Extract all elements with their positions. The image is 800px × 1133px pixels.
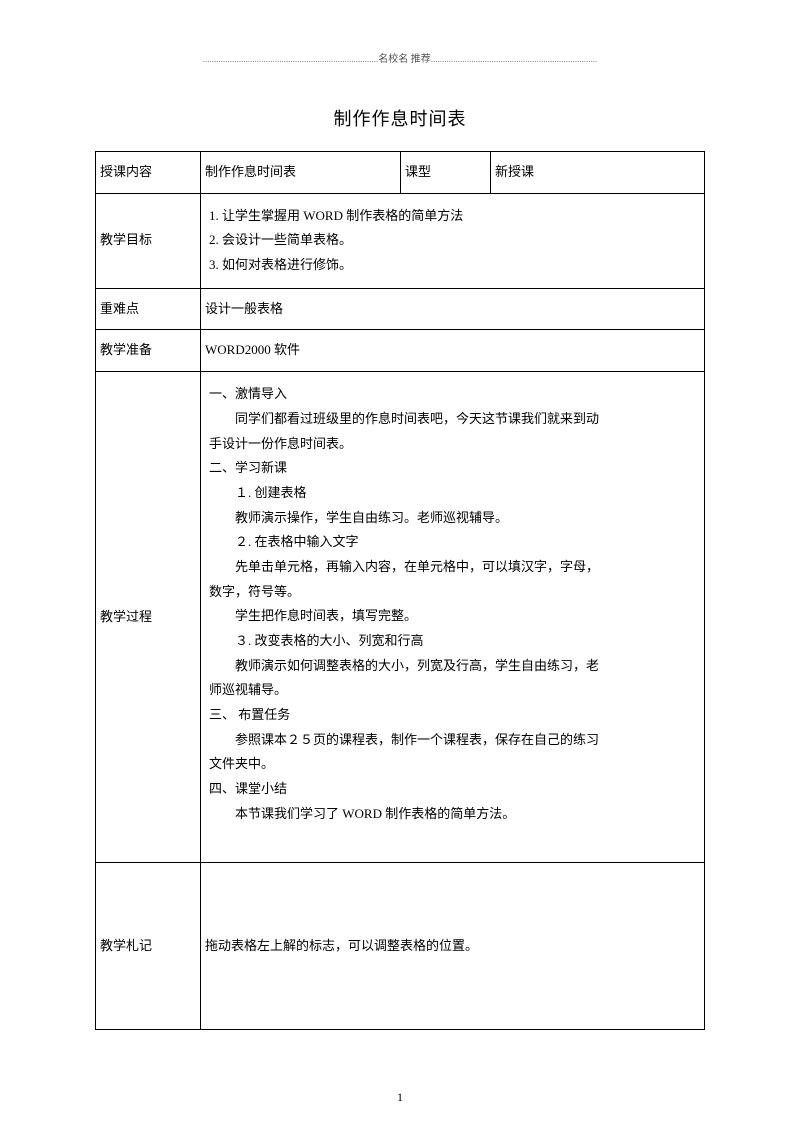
cell-label: 教学目标 [96,193,201,288]
goal-line: 3. 如何对表格进行修饰。 [209,253,696,278]
table-row: 教学札记 拖动表格左上解的标志，可以调整表格的位置。 [96,863,705,1030]
cell-value: WORD2000 软件 [201,330,705,372]
header-dots-right: ........................................… [431,54,598,64]
process-line: 四、课堂小结 [209,777,696,802]
lesson-plan-table: 授课内容 制作作息时间表 课型 新授课 教学目标 1. 让学生掌握用 WORD … [95,151,705,1030]
table-row: 教学准备 WORD2000 软件 [96,330,705,372]
goal-line: 2. 会设计一些简单表格。 [209,228,696,253]
goal-line: 1. 让学生掌握用 WORD 制作表格的简单方法 [209,204,696,229]
header-dots-left: ........................................… [203,54,379,64]
table-row: 教学过程 一、激情导入 同学们都看过班级里的作息时间表吧，今天这节课我们就来到动… [96,372,705,863]
table-row: 重难点 设计一般表格 [96,288,705,330]
header-line: ........................................… [95,50,705,65]
process-line: ３. 改变表格的大小、列宽和行高 [209,629,696,654]
process-line: 参照课本２５页的课程表，制作一个课程表，保存在自己的练习 [209,728,696,753]
page: ........................................… [0,0,800,1133]
cell-value: 新授课 [491,152,705,194]
process-line: 先单击单元格，再输入内容，在单元格中，可以填汉字，字母， [209,555,696,580]
process-line: 数字，符号等。 [209,580,696,605]
header-text: 名校名 推荐 [378,54,431,65]
cell-process: 一、激情导入 同学们都看过班级里的作息时间表吧，今天这节课我们就来到动 手设计一… [201,372,705,863]
cell-value: 设计一般表格 [201,288,705,330]
page-number: 1 [0,1090,800,1105]
process-line: ２. 在表格中输入文字 [209,530,696,555]
process-line: 本节课我们学习了 WORD 制作表格的简单方法。 [209,802,696,827]
process-line: 学生把作息时间表，填写完整。 [209,604,696,629]
table-row: 授课内容 制作作息时间表 课型 新授课 [96,152,705,194]
process-line: 文件夹中。 [209,752,696,777]
page-title: 制作作息时间表 [95,105,705,131]
cell-content: 1. 让学生掌握用 WORD 制作表格的简单方法 2. 会设计一些简单表格。 3… [201,193,705,288]
process-line: 教师演示操作，学生自由练习。老师巡视辅导。 [209,506,696,531]
process-line: 手设计一份作息时间表。 [209,432,696,457]
process-line: 师巡视辅导。 [209,678,696,703]
cell-label: 教学过程 [96,372,201,863]
cell-value: 制作作息时间表 [201,152,401,194]
process-line: 三、 布置任务 [209,703,696,728]
cell-label: 课型 [401,152,491,194]
process-line: 一、激情导入 [209,382,696,407]
cell-label: 授课内容 [96,152,201,194]
cell-label: 重难点 [96,288,201,330]
process-line: 同学们都看过班级里的作息时间表吧，今天这节课我们就来到动 [209,407,696,432]
process-line: 二、学习新课 [209,456,696,481]
cell-value: 拖动表格左上解的标志，可以调整表格的位置。 [201,863,705,1030]
cell-label: 教学札记 [96,863,201,1030]
cell-label: 教学准备 [96,330,201,372]
process-line: 教师演示如何调整表格的大小，列宽及行高，学生自由练习，老 [209,654,696,679]
process-line: １. 创建表格 [209,481,696,506]
table-row: 教学目标 1. 让学生掌握用 WORD 制作表格的简单方法 2. 会设计一些简单… [96,193,705,288]
